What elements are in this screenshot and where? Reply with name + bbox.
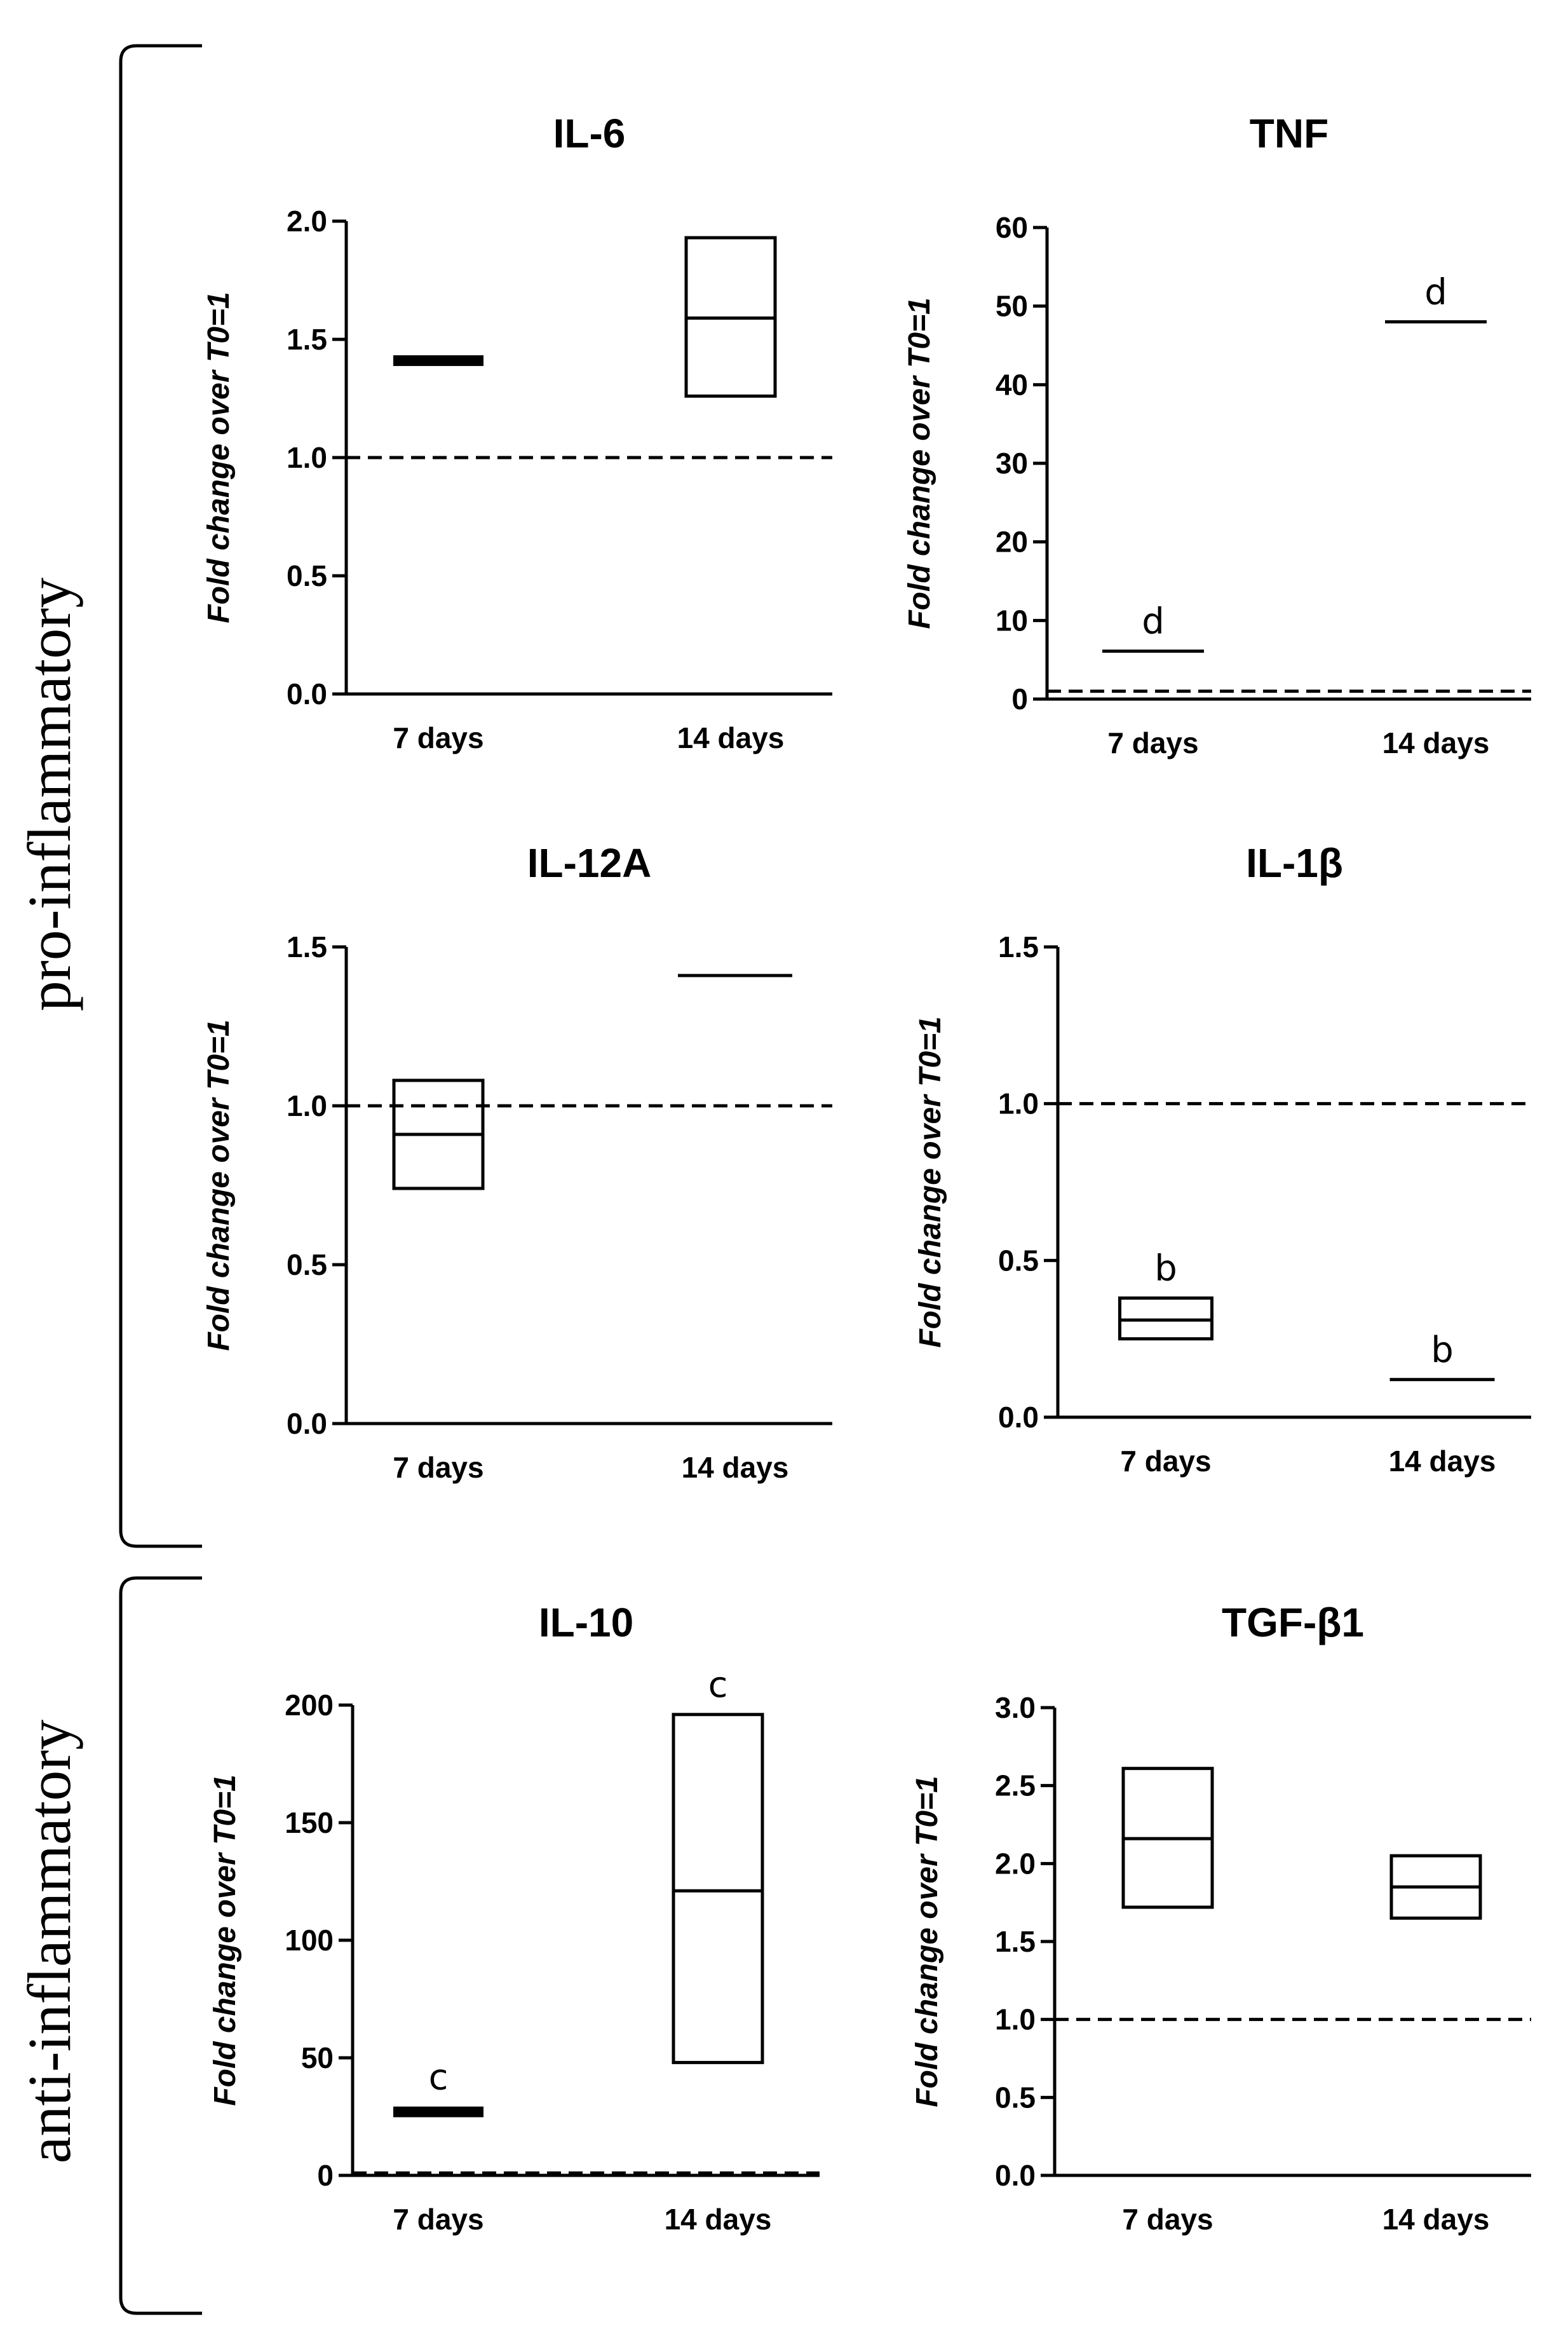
y-tick-label: 50 — [301, 2041, 334, 2074]
y-tick-label: 0 — [317, 2159, 334, 2192]
y-tick-label: 1.0 — [287, 1089, 327, 1122]
x-tick-label: 7 days — [1120, 1445, 1211, 1478]
y-tick-label: 0.0 — [995, 2159, 1036, 2192]
x-tick-label: 14 days — [1389, 1445, 1496, 1478]
y-tick-label: 0.5 — [995, 2081, 1036, 2114]
y-tick-label: 1.5 — [995, 1925, 1036, 1958]
y-tick-label: 1.0 — [998, 1087, 1039, 1120]
significance-label: c — [429, 2057, 449, 2098]
significance-label: b — [1431, 1330, 1454, 1371]
x-tick-label: 14 days — [682, 1451, 789, 1484]
range-bar — [672, 1713, 764, 2064]
anti-inflammatory-bracket — [119, 1576, 202, 2315]
anti-inflammatory-label: anti-inflammatory — [15, 1720, 83, 2163]
y-tick-label: 0.0 — [287, 677, 327, 711]
chart-title: IL-12A — [527, 840, 652, 886]
x-tick-label: 7 days — [1122, 2203, 1213, 2236]
y-tick-label: 30 — [996, 447, 1028, 480]
y-tick-label: 20 — [996, 526, 1028, 559]
chart-title: IL-10 — [539, 1600, 633, 1645]
chart-3: IL-12A Fold change over T0=1 0.0 0.5 1.0 1.5 7… — [202, 840, 832, 1484]
y-tick-label: 0.5 — [998, 1244, 1039, 1277]
range-bar — [393, 2106, 483, 2118]
y-tick-label: 50 — [996, 290, 1028, 323]
significance-label: b — [1154, 1248, 1177, 1289]
chart-2: TNF Fold change over T0=1 0 10 20 30 40 50 60 7 d… — [903, 111, 1531, 759]
significance-label: d — [1142, 601, 1165, 643]
x-tick-label: 7 days — [393, 721, 483, 754]
y-tick-label: 2.5 — [995, 1769, 1036, 1802]
y-tick-label: 10 — [996, 604, 1028, 637]
chart-1: IL-6 Fold change over T0=1 0.0 0.5 1.0 1.5 2.0… — [202, 111, 832, 754]
x-tick-label: 7 days — [393, 1451, 483, 1484]
x-tick-label: 7 days — [393, 2203, 483, 2236]
y-tick-label: 3.0 — [995, 1691, 1036, 1724]
pro-inflammatory-bracket — [119, 44, 202, 1548]
y-tick-label: 1.5 — [287, 930, 327, 963]
chart-title: TNF — [1250, 111, 1328, 156]
y-tick-label: 0.5 — [287, 1248, 327, 1281]
y-tick-label: 2.0 — [287, 205, 327, 238]
y-tick-label: 2.0 — [995, 1847, 1036, 1880]
x-tick-label: 14 days — [665, 2203, 772, 2236]
y-tick-label: 0 — [1011, 683, 1028, 716]
x-tick-label: 7 days — [1107, 726, 1198, 759]
significance-label: d — [1424, 271, 1447, 313]
chart-title: IL-6 — [553, 111, 626, 156]
chart-5: IL-10 Fold change over T0=1 0 50 100 150 200 7 … — [208, 1600, 820, 2236]
x-tick-label: 14 days — [677, 721, 785, 754]
range-bar — [393, 355, 483, 366]
y-tick-label: 0.0 — [998, 1401, 1039, 1434]
pro-inflammatory-label: pro-inflammatory — [15, 578, 83, 1011]
y-tick-label: 1.5 — [287, 323, 327, 356]
y-axis-label: Fold change over T0=1 — [914, 1016, 947, 1347]
y-tick-label: 0.0 — [287, 1407, 327, 1440]
y-tick-label: 100 — [285, 1924, 334, 1957]
panels: IL-6 Fold change over T0=1 0.0 0.5 1.0 1.5 2.0… — [202, 111, 1531, 2236]
y-axis-label: Fold change over T0=1 — [910, 1776, 944, 2107]
y-axis-label: Fold change over T0=1 — [208, 1774, 242, 2105]
x-tick-label: 14 days — [1382, 2203, 1490, 2236]
y-tick-label: 60 — [996, 211, 1028, 244]
y-axis-label: Fold change over T0=1 — [202, 1019, 236, 1350]
significance-label: c — [708, 1664, 728, 1706]
chart-4: IL-1β Fold change over T0=1 0.0 0.5 1.0 1.5 7 … — [914, 840, 1531, 1478]
y-axis-label: Fold change over T0=1 — [903, 297, 936, 629]
chart-title: IL-1β — [1246, 840, 1343, 886]
y-axis-label: Fold change over T0=1 — [202, 292, 236, 623]
chart-6: TGF-β1 Fold change over T0=1 0.0 0.5 1.0 1.5 2… — [910, 1600, 1531, 2236]
y-tick-label: 1.0 — [995, 2003, 1036, 2036]
y-tick-label: 1.0 — [287, 441, 327, 474]
y-tick-label: 150 — [285, 1806, 334, 1839]
x-tick-label: 14 days — [1382, 726, 1490, 759]
chart-title: TGF-β1 — [1222, 1600, 1364, 1645]
y-tick-label: 0.5 — [287, 559, 327, 592]
y-tick-label: 40 — [996, 368, 1028, 401]
y-tick-label: 200 — [285, 1689, 334, 1722]
y-tick-label: 1.5 — [998, 930, 1039, 963]
